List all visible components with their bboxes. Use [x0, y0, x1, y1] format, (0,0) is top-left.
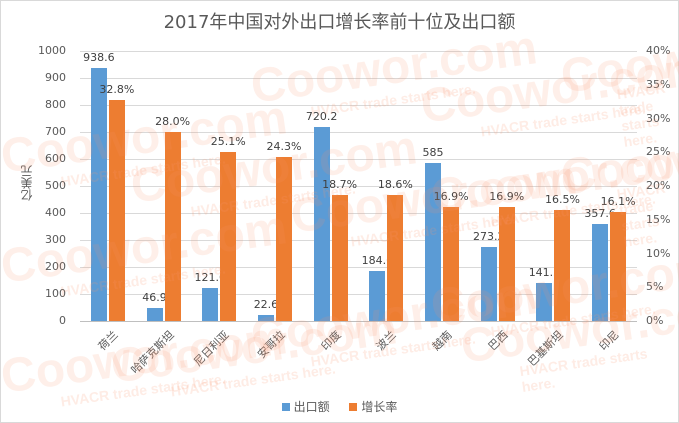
bar-growth[interactable]: [331, 194, 348, 321]
right-axis-tick: 0%: [646, 314, 664, 327]
bar-growth[interactable]: [164, 132, 181, 321]
legend-item-growth[interactable]: 增长率: [349, 398, 397, 415]
bar-export[interactable]: [480, 247, 497, 321]
bar-export[interactable]: [536, 282, 553, 321]
left-axis-tick: 0: [59, 314, 66, 327]
bar-growth[interactable]: [443, 206, 460, 321]
legend: 出口额 增长率: [0, 398, 679, 415]
legend-swatch-orange: [349, 403, 358, 411]
gridline: [80, 186, 637, 187]
bar-growth[interactable]: [220, 151, 237, 321]
data-label-growth: 16.9%: [489, 189, 525, 203]
right-axis-tick: 35%: [646, 78, 671, 91]
data-label-growth: 16.9%: [433, 189, 469, 203]
gridline: [80, 78, 637, 79]
bar-export[interactable]: [202, 288, 219, 321]
legend-item-export[interactable]: 出口额: [281, 398, 330, 415]
gridline: [80, 294, 637, 295]
data-label-export: 938.6: [83, 50, 115, 64]
legend-swatch-blue: [281, 403, 290, 411]
data-label-growth: 16.5%: [544, 192, 580, 206]
left-axis-tick: 300: [45, 233, 66, 246]
data-label-growth: 32.8%: [99, 82, 135, 96]
left-axis-tick: 800: [45, 98, 66, 111]
left-axis-tick: 400: [45, 206, 66, 219]
bar-growth[interactable]: [275, 156, 292, 321]
gridline: [80, 240, 637, 241]
left-axis-tick: 1000: [38, 44, 66, 57]
bar-export[interactable]: [90, 67, 107, 321]
data-label-growth: 16.1%: [600, 195, 636, 209]
bar-growth[interactable]: [498, 206, 515, 321]
legend-label: 增长率: [361, 400, 398, 414]
chart-title: 2017年中国对外出口增长率前十位及出口额: [163, 12, 516, 33]
data-label-export: 273.2: [473, 230, 505, 244]
bar-export[interactable]: [257, 314, 274, 321]
data-label-export: 121.6: [194, 271, 227, 285]
right-axis-tick: 10%: [646, 247, 671, 260]
data-label-growth: 24.3%: [266, 139, 302, 153]
gridline: [80, 213, 637, 214]
bar-export[interactable]: [313, 126, 330, 321]
right-axis-tick: 20%: [646, 179, 671, 192]
gridline: [80, 105, 637, 106]
bar-growth[interactable]: [387, 195, 404, 321]
right-axis-tick: 15%: [646, 213, 671, 226]
gridline: [80, 132, 637, 133]
right-axis-tick: 40%: [646, 44, 671, 57]
left-axis-tick: 900: [45, 71, 66, 84]
data-label-growth: 25.1%: [210, 134, 246, 148]
data-label-export: 141.3: [528, 265, 561, 279]
gridline: [80, 159, 637, 160]
legend-label: 出口额: [293, 400, 330, 414]
gridline: [80, 267, 637, 268]
left-axis-tick: 700: [45, 125, 66, 138]
bar-export[interactable]: [369, 271, 386, 321]
data-label-growth: 18.6%: [377, 178, 413, 192]
data-label-growth: 28.0%: [155, 115, 191, 128]
right-axis-tick: 5%: [646, 280, 664, 293]
data-label-growth: 18.7%: [322, 177, 358, 191]
right-axis-tick: 30%: [646, 112, 671, 125]
data-label-export: 46.9: [142, 291, 167, 305]
bar-export[interactable]: [592, 224, 609, 321]
bar-growth[interactable]: [108, 99, 125, 321]
x-axis-line: [80, 321, 637, 322]
bar-export[interactable]: [146, 308, 163, 321]
data-label-export: 22.6: [253, 297, 279, 311]
bar-growth[interactable]: [610, 212, 627, 321]
data-label-export: 585: [422, 146, 444, 160]
bar-growth[interactable]: [554, 209, 571, 321]
data-label-export: 357.6: [584, 207, 616, 221]
left-axis-tick: 600: [45, 152, 66, 165]
data-label-export: 720.2: [305, 109, 338, 123]
data-label-export: 184.6: [361, 254, 394, 268]
left-axis-tick: 500: [45, 179, 66, 192]
bar-export[interactable]: [425, 163, 442, 321]
left-axis-tick: 200: [45, 260, 66, 273]
left-axis-tick: 100: [45, 287, 66, 300]
gridline: [80, 51, 637, 52]
right-axis-tick: 25%: [646, 145, 671, 158]
